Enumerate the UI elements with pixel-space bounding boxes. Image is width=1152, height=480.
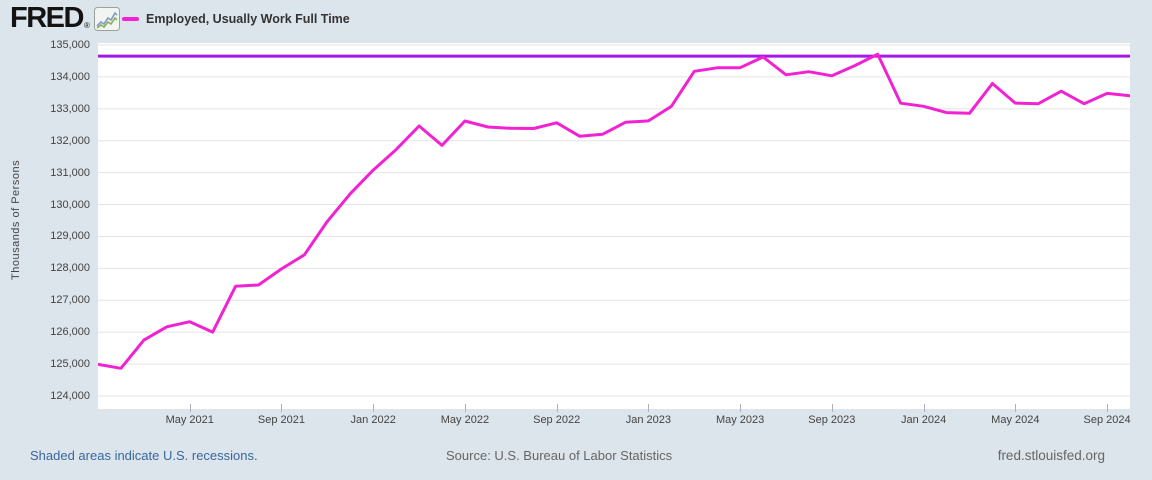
y-axis-tick-label: 131,000	[50, 166, 90, 179]
x-axis-tick-label: May 2022	[440, 414, 490, 426]
x-axis-tick-label: May 2021	[165, 414, 214, 426]
recessions-note-link[interactable]: Shaded areas indicate U.S. recessions.	[30, 448, 258, 463]
x-axis-tick-label: Jan 2024	[900, 414, 947, 426]
x-axis-tick-mark	[740, 404, 742, 412]
y-axis-tick-label: 125,000	[50, 358, 90, 371]
x-axis-tick-label: May 2024	[991, 414, 1040, 426]
x-axis-tick-mark	[373, 404, 375, 412]
legend-series-label: Employed, Usually Work Full Time	[146, 12, 350, 26]
site-text: fred.stlouisfed.org	[997, 448, 1105, 463]
legend: Employed, Usually Work Full Time	[122, 12, 350, 26]
x-axis-tick-mark	[189, 404, 191, 412]
y-axis-tick-label: 126,000	[50, 326, 90, 339]
y-axis-tick-label: 130,000	[50, 198, 90, 211]
x-axis-tick-mark	[1107, 404, 1109, 412]
y-axis-tick-label: 124,000	[50, 390, 90, 402]
x-axis-tick-label: Jan 2022	[350, 414, 396, 426]
fred-logo[interactable]: FRED ®	[10, 3, 120, 36]
x-axis-tick-label: Sep 2024	[1083, 414, 1131, 426]
y-axis-tick-label: 135,000	[50, 39, 90, 51]
x-axis-tick-label: Jan 2023	[625, 414, 672, 426]
x-axis-tick-label: Sep 2022	[533, 414, 581, 426]
registered-trademark: ®	[83, 21, 90, 30]
series-line	[98, 52, 1130, 370]
x-axis-tick-mark	[648, 404, 650, 412]
y-axis-tick-label: 129,000	[50, 230, 90, 243]
source-text: Source: U.S. Bureau of Labor Statistics	[446, 448, 673, 463]
y-axis-title: Thousands of Persons	[10, 159, 22, 280]
legend-swatch	[122, 17, 139, 21]
x-axis-tick-label: Sep 2023	[808, 414, 856, 426]
x-axis-tick-label: May 2023	[715, 414, 765, 426]
header: FRED ® Employed, Usually Work Full Time	[0, 0, 1152, 40]
chart-canvas	[98, 44, 1130, 397]
x-axis-tick-mark	[831, 404, 833, 412]
y-axis-tick-label: 132,000	[50, 134, 90, 147]
y-axis-tick-label: 128,000	[50, 262, 90, 275]
x-axis-tick-mark	[556, 404, 558, 412]
x-axis-tick-mark	[464, 404, 466, 412]
y-axis-tick-label: 133,000	[50, 102, 90, 115]
y-axis-tick-label: 134,000	[50, 70, 90, 83]
x-axis-tick-label: Sep 2021	[257, 414, 306, 426]
x-axis-tick-mark	[923, 404, 925, 412]
plot-area	[98, 43, 1130, 409]
y-axis-tick-label: 127,000	[50, 294, 90, 307]
x-axis-tick-mark	[1015, 404, 1017, 412]
x-axis-tick-mark	[281, 404, 283, 412]
line-chart-icon	[93, 7, 120, 36]
fred-logo-text: FRED	[10, 2, 84, 34]
